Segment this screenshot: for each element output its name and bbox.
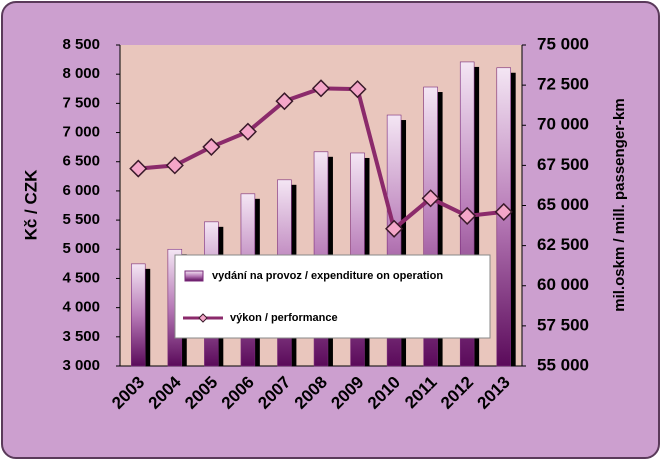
marker xyxy=(421,189,440,208)
y-tick-label: 6 500 xyxy=(62,153,100,170)
legend-marker xyxy=(198,313,208,323)
marker xyxy=(385,219,404,238)
y2-tick-label: 70 000 xyxy=(537,115,589,134)
marker xyxy=(202,137,221,156)
marker xyxy=(311,79,331,98)
marker xyxy=(348,80,367,99)
y-tick-label: 5 000 xyxy=(62,240,100,257)
y2-tick-label: 62 500 xyxy=(537,235,589,254)
y-axis-title: Kč / CZK xyxy=(21,169,40,241)
y-tick-label: 4 500 xyxy=(62,269,100,286)
y2-tick-label: 72 500 xyxy=(537,75,589,94)
marker xyxy=(129,159,148,178)
y-tick-label: 3 500 xyxy=(62,328,100,345)
y-tick-label: 7 000 xyxy=(62,124,100,141)
y2-tick-label: 67 500 xyxy=(537,155,589,174)
y-tick-label: 8 000 xyxy=(62,65,100,82)
marker xyxy=(238,122,257,141)
y2-tick-label: 75 000 xyxy=(537,34,589,53)
bar xyxy=(131,263,146,367)
y2-tick-label: 55 000 xyxy=(537,355,589,374)
y-tick-label: 8 500 xyxy=(62,36,100,53)
y2-tick-label: 57 500 xyxy=(537,315,589,334)
y-tick-label: 7 500 xyxy=(62,94,100,111)
y2-tick-label: 65 000 xyxy=(537,195,589,214)
y2-axis-title: mil.oskm / mill. passenger-km xyxy=(611,98,628,311)
legend xyxy=(174,254,491,339)
marker xyxy=(165,156,184,175)
y-tick-label: 6 000 xyxy=(62,182,100,199)
marker xyxy=(494,202,513,221)
legend-swatch xyxy=(184,270,204,282)
legend-label: vydání na provoz / expenditure on operat… xyxy=(212,270,443,282)
marker xyxy=(458,206,477,225)
marker xyxy=(275,92,294,111)
y2-tick-label: 60 000 xyxy=(537,275,589,294)
y-tick-label: 3 000 xyxy=(62,357,100,374)
legend-label: výkon / performance xyxy=(230,312,338,324)
y-tick-label: 5 500 xyxy=(62,211,100,228)
y-tick-label: 4 000 xyxy=(62,299,100,316)
